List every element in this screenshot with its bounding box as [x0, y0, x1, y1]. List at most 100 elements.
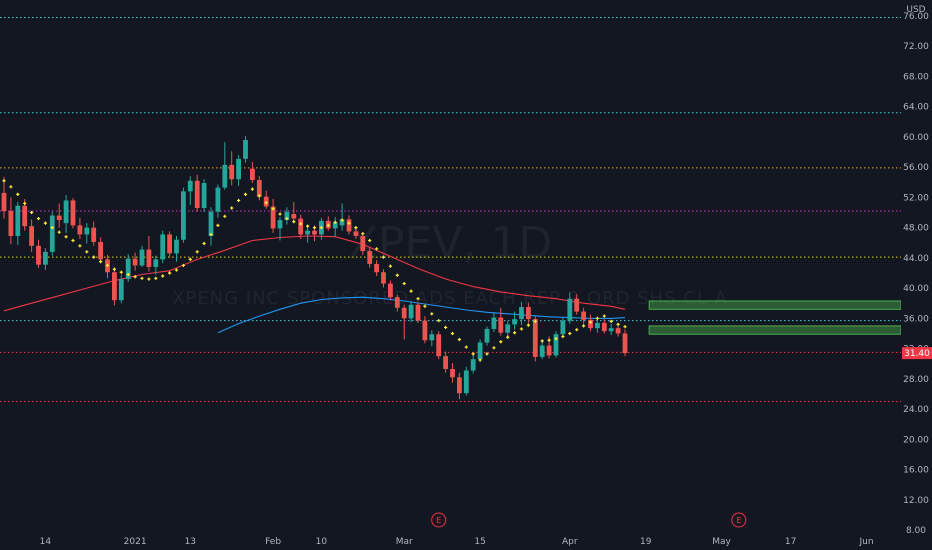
- candle-57: [394, 294, 400, 312]
- watermark-company: XPENG INC SPONSORED ADS EACH REP 2 ORD S…: [172, 288, 728, 309]
- candle-87: [601, 319, 607, 334]
- candle-body-51: [353, 231, 359, 236]
- earnings-circle-1: [731, 512, 747, 528]
- candle-body-16: [112, 272, 117, 301]
- candle-body-76: [526, 307, 531, 320]
- candle-74: [512, 311, 517, 330]
- candle-body-63: [436, 334, 442, 357]
- sar-point-40: [278, 212, 282, 216]
- sar-point-25: [174, 268, 179, 272]
- candle-12: [84, 223, 90, 244]
- candle-body-90: [622, 333, 628, 354]
- sar-point-50: [347, 221, 351, 225]
- candle-67: [463, 366, 469, 396]
- candle-body-2: [15, 205, 21, 236]
- candle-88: [608, 323, 614, 335]
- sar-point-7: [50, 226, 54, 230]
- candle-body-27: [187, 180, 193, 192]
- candle-49: [339, 203, 345, 231]
- candle-56: [388, 280, 393, 301]
- sar-point-84: [582, 324, 586, 328]
- sar-point-89: [616, 322, 620, 326]
- candle-10: [70, 198, 76, 229]
- candle-6: [43, 248, 48, 270]
- candle-9: [63, 195, 69, 233]
- sar-point-23: [161, 274, 165, 278]
- time-tick-0: 14: [40, 537, 52, 547]
- price-tick-17: 76.00: [903, 12, 929, 22]
- earnings-marker-1[interactable]: E: [731, 512, 747, 528]
- sar-point-26: [181, 263, 185, 268]
- candles: [1, 136, 628, 400]
- candle-body-89: [615, 328, 621, 334]
- candle-90: [622, 329, 628, 357]
- sar-point-29: [202, 241, 206, 246]
- candle-59: [408, 300, 414, 323]
- candle-60: [415, 302, 421, 323]
- candle-65: [450, 362, 455, 383]
- candle-body-19: [132, 258, 138, 266]
- price-tick-2: 16.00: [903, 466, 929, 476]
- candle-body-21: [146, 249, 152, 267]
- sar-point-33: [230, 206, 234, 210]
- sar-point-82: [568, 331, 572, 336]
- candle-13: [91, 221, 97, 246]
- sar-point-62: [430, 312, 434, 316]
- sar-point-68: [471, 352, 475, 356]
- candle-4: [29, 219, 34, 252]
- candle-34: [236, 155, 241, 187]
- candle-body-45: [312, 230, 317, 235]
- sar-point-19: [133, 275, 137, 279]
- sar-point-6: [43, 221, 47, 225]
- candle-75: [519, 301, 524, 326]
- sar-point-66: [457, 337, 461, 342]
- candle-body-77: [532, 319, 538, 357]
- candle-body-70: [484, 328, 490, 343]
- candle-58: [401, 304, 407, 340]
- candle-body-13: [91, 227, 97, 243]
- candle-63: [436, 331, 442, 360]
- price-tick-0: 8.00: [906, 526, 926, 536]
- candle-35: [243, 136, 248, 163]
- candle-body-1: [8, 211, 14, 236]
- earnings-marker-0[interactable]: E: [431, 512, 447, 528]
- candle-body-82: [567, 298, 573, 321]
- sar-point-27: [188, 257, 192, 261]
- candle-body-86: [595, 322, 600, 329]
- price-tick-3: 20.00: [903, 435, 929, 445]
- candle-body-8: [56, 215, 62, 221]
- sar-point-67: [464, 345, 468, 349]
- time-tick-7: Apr: [562, 537, 578, 547]
- sar-point-74: [513, 331, 517, 335]
- sar-point-1: [9, 185, 13, 189]
- price-tick-9: 44.00: [903, 254, 929, 264]
- time-tick-1: 2021: [124, 537, 147, 547]
- candle-26: [181, 187, 186, 243]
- candle-78: [539, 339, 545, 360]
- sar-point-78: [540, 339, 544, 343]
- candle-body-14: [98, 242, 103, 260]
- moving-average-1: [217, 296, 626, 334]
- time-tick-6: 15: [474, 537, 485, 547]
- sar-point-49: [340, 218, 344, 222]
- time-axis[interactable]: 14 2021 13 Feb 10 Mar 15 Apr 19 May 17 Jun: [40, 537, 874, 547]
- sar-point-41: [285, 216, 289, 221]
- candle-22: [153, 255, 159, 275]
- candle-body-34: [236, 158, 241, 180]
- candle-29: [201, 179, 207, 212]
- candle-43: [298, 214, 304, 239]
- candle-body-22: [153, 259, 159, 267]
- price-axis[interactable]: USD 8.0012.0016.0020.0024.0028.0032.0036…: [901, 0, 932, 550]
- time-tick-5: Mar: [396, 537, 413, 547]
- parabolic-sar: [2, 179, 627, 362]
- candle-body-62: [429, 334, 435, 341]
- sar-point-14: [99, 260, 103, 264]
- candle-44: [305, 226, 310, 243]
- candle-body-36: [250, 168, 255, 181]
- time-tick-11: Jun: [858, 537, 873, 547]
- price-tick-5: 28.00: [903, 375, 929, 385]
- sar-point-75: [519, 327, 524, 331]
- candle-body-5: [36, 245, 41, 265]
